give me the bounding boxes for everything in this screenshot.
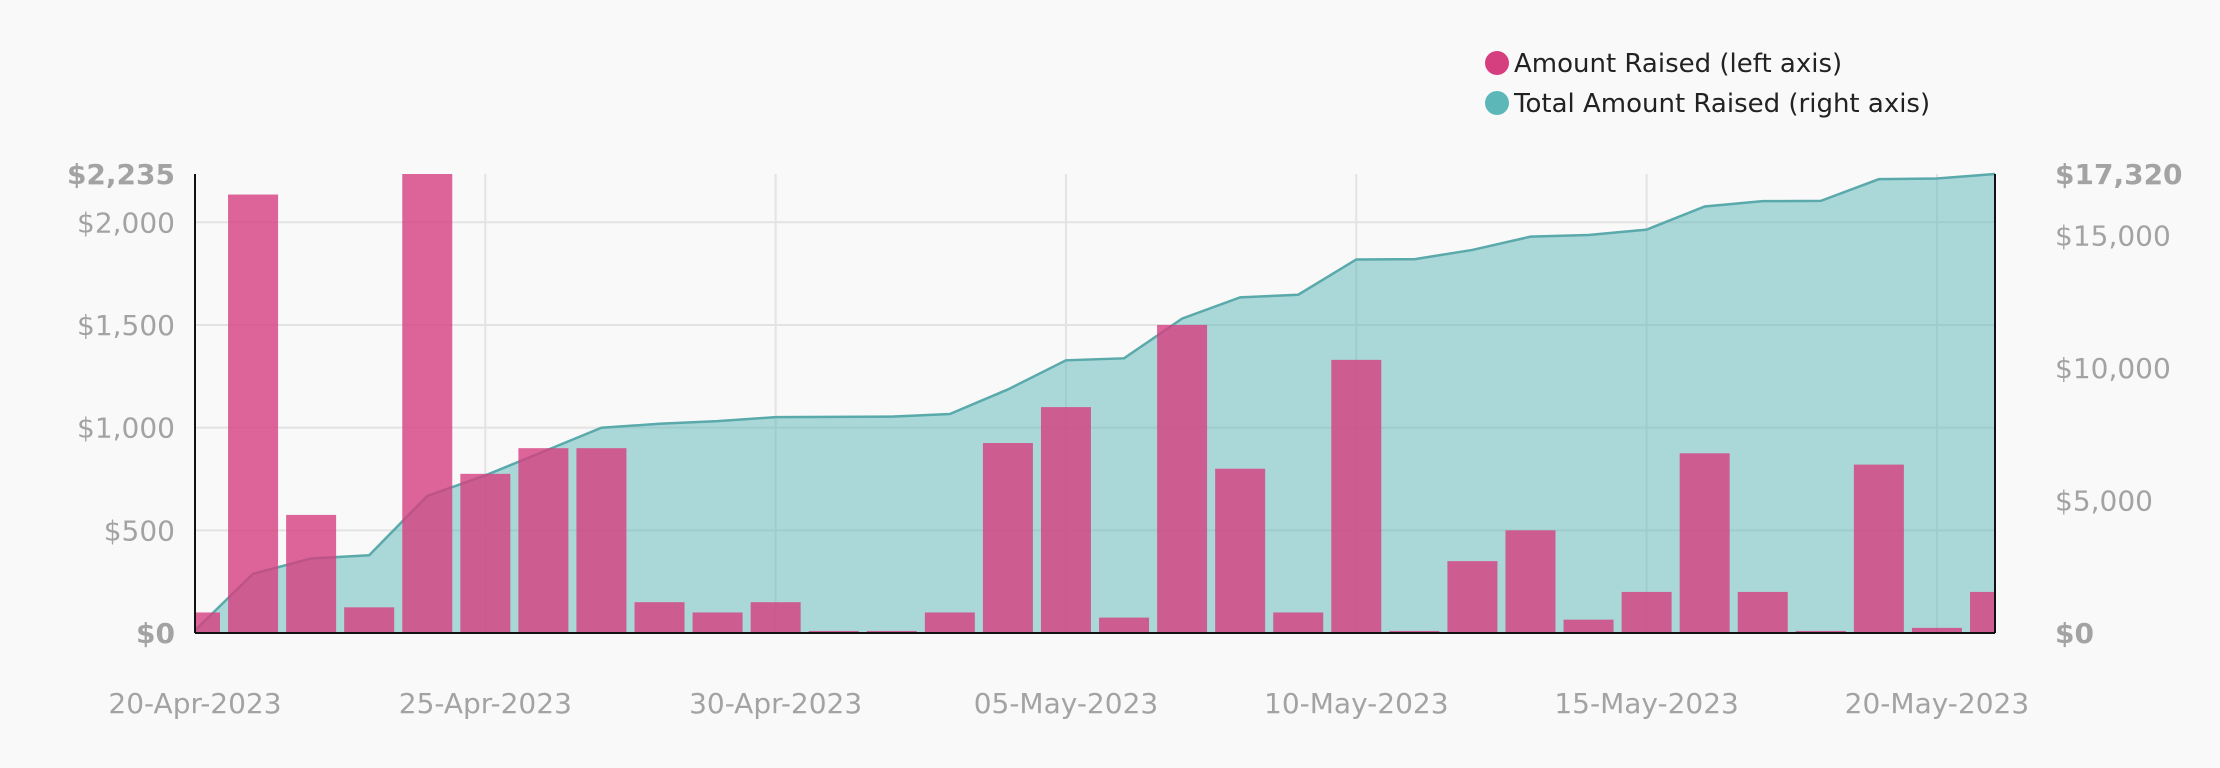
x-tick-label-4: 10-May-2023: [1264, 687, 1449, 720]
left-tick-label-2: $1,000: [77, 412, 175, 445]
bar-24-Apr-2023: [402, 174, 453, 633]
x-tick-label-2: 30-Apr-2023: [689, 687, 862, 720]
legend-label-total: Total Amount Raised (right axis): [1513, 89, 1930, 119]
legend-marker-amount: [1485, 51, 1509, 75]
bar-11-May-2023: [1389, 630, 1440, 633]
bar-15-May-2023: [1621, 591, 1672, 633]
bar-03-May-2023: [924, 612, 975, 633]
right-tick-label-0: $0: [2055, 617, 2094, 650]
bar-25-Apr-2023: [460, 473, 511, 633]
amount-bars-series: [195, 174, 1995, 633]
bar-05-May-2023: [1040, 407, 1091, 633]
bar-30-Apr-2023: [750, 602, 801, 633]
bar-22-Apr-2023: [286, 514, 337, 633]
x-tick-label-0: 20-Apr-2023: [108, 687, 281, 720]
bar-12-May-2023: [1447, 561, 1498, 633]
right-tick-label-2: $10,000: [2055, 352, 2171, 385]
bar-16-May-2023: [1679, 453, 1730, 633]
x-tick-label-6: 20-May-2023: [1845, 687, 2030, 720]
bar-20-Apr-2023: [195, 612, 220, 633]
bar-23-Apr-2023: [344, 607, 395, 633]
bar-07-May-2023: [1157, 324, 1208, 633]
bar-13-May-2023: [1505, 530, 1556, 633]
left-tick-label-3: $1,500: [77, 309, 175, 342]
bar-27-Apr-2023: [576, 448, 627, 633]
bar-14-May-2023: [1563, 619, 1614, 633]
bar-06-May-2023: [1099, 617, 1150, 633]
left-tick-label-1: $500: [104, 514, 175, 547]
total-area-line: [194, 172, 1996, 632]
bar-28-Apr-2023: [634, 602, 685, 633]
bar-20-May-2023: [1911, 627, 1962, 633]
x-tick-label-1: 25-Apr-2023: [399, 687, 572, 720]
bar-04-May-2023: [982, 443, 1033, 633]
legend-marker-total: [1485, 91, 1509, 115]
left-tick-label-0: $0: [136, 617, 175, 650]
bar-02-May-2023: [866, 630, 917, 633]
right-max-label: $17,320: [2055, 158, 2183, 191]
legend: Amount Raised (left axis) Total Amount R…: [1485, 49, 1930, 119]
right-tick-label-1: $5,000: [2055, 484, 2153, 517]
bar-08-May-2023: [1215, 468, 1266, 633]
bar-21-May-2023: [1970, 591, 1995, 633]
bar-29-Apr-2023: [692, 612, 743, 633]
x-tick-label-3: 05-May-2023: [974, 687, 1159, 720]
total-area-series: [194, 172, 1996, 633]
total-area-fill: [195, 174, 1995, 633]
legend-label-amount: Amount Raised (left axis): [1514, 49, 1842, 79]
bar-01-May-2023: [808, 630, 859, 633]
bar-21-Apr-2023: [228, 194, 279, 633]
x-tick-label-5: 15-May-2023: [1554, 687, 1739, 720]
bar-10-May-2023: [1331, 359, 1382, 633]
axes: $0 $500 $1,000 $1,500 $2,000 $2,235 $0 $5,000 $1…: [67, 158, 2183, 720]
left-max-label: $2,235: [67, 158, 175, 191]
bar-19-May-2023: [1853, 464, 1904, 633]
bar-17-May-2023: [1737, 591, 1788, 633]
bar-26-Apr-2023: [518, 448, 569, 633]
left-tick-label-4: $2,000: [77, 206, 175, 239]
right-tick-label-3: $15,000: [2055, 219, 2171, 252]
bar-09-May-2023: [1273, 612, 1324, 633]
bar-18-May-2023: [1795, 630, 1846, 633]
